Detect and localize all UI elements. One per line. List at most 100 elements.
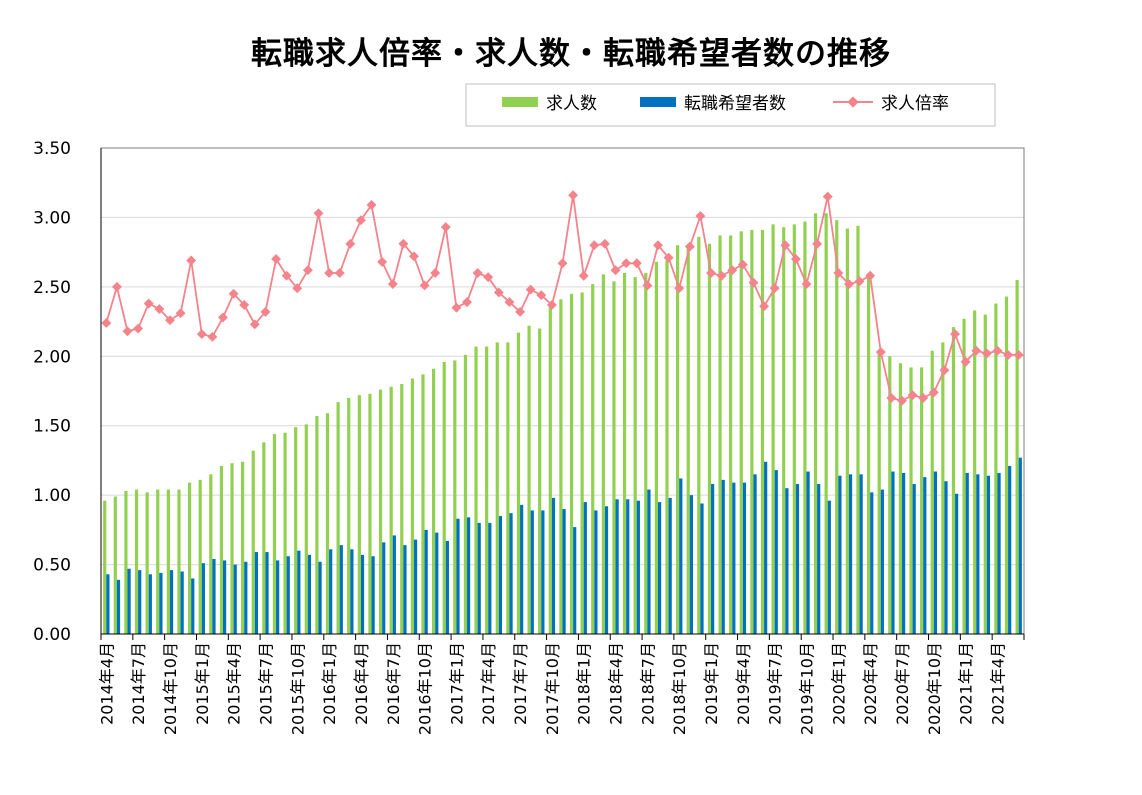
bar-seekers xyxy=(912,484,916,634)
ratio-point xyxy=(419,280,430,291)
bar-seekers xyxy=(870,492,874,634)
bar-seekers xyxy=(721,479,725,634)
bar-seekers xyxy=(700,503,704,634)
x-tick-label: 2018年10月 xyxy=(670,642,689,735)
ratio-point xyxy=(695,211,706,221)
ratio-point xyxy=(515,306,526,317)
bar-seekers xyxy=(785,488,789,634)
bar-jobs xyxy=(665,260,669,634)
legend-label-ratio: 求人倍率 xyxy=(881,94,949,114)
bar-jobs xyxy=(357,395,361,634)
ratio-point xyxy=(822,191,833,202)
bar-seekers xyxy=(753,474,757,634)
ratio-point xyxy=(854,276,865,287)
bar-seekers xyxy=(604,506,609,634)
bar-jobs xyxy=(824,213,828,634)
bar-seekers xyxy=(244,561,248,634)
x-tick-label: 2017年7月 xyxy=(511,642,530,725)
bar-jobs xyxy=(559,299,563,634)
bar-seekers xyxy=(944,481,948,634)
bar-seekers xyxy=(965,472,969,634)
bar-jobs xyxy=(347,397,351,634)
bar-jobs xyxy=(697,236,701,634)
bar-seekers xyxy=(933,471,938,634)
bar-jobs xyxy=(633,277,637,634)
x-tick-label: 2014年10月 xyxy=(161,642,180,735)
bar-seekers xyxy=(732,482,736,634)
bar-seekers xyxy=(583,502,587,634)
bar-jobs xyxy=(453,360,457,634)
ratio-point xyxy=(897,395,907,406)
bar-seekers xyxy=(413,539,418,634)
ratio-point xyxy=(430,268,441,278)
bar-jobs xyxy=(644,272,648,634)
y-tick-label: 3.00 xyxy=(33,208,71,228)
ratio-point xyxy=(493,287,504,298)
ratio-point xyxy=(557,258,568,269)
bar-jobs xyxy=(474,346,478,634)
bar-seekers xyxy=(106,574,110,634)
x-tick-label: 2020年10月 xyxy=(925,642,944,735)
bar-seekers xyxy=(223,560,227,634)
ratio-point xyxy=(780,240,791,251)
y-tick-label: 0.00 xyxy=(33,625,71,645)
ratio-point xyxy=(355,215,366,226)
bar-jobs xyxy=(994,303,998,634)
bar-jobs xyxy=(209,474,213,634)
ratio-line xyxy=(101,190,1024,406)
bar-seekers xyxy=(392,535,396,634)
legend-box xyxy=(465,83,996,127)
x-tick-label: 2015年7月 xyxy=(256,642,275,725)
ratio-point xyxy=(769,283,780,294)
ratio-point xyxy=(154,304,165,314)
bar-seekers xyxy=(307,554,312,634)
bar-seekers xyxy=(201,563,205,634)
bar-jobs xyxy=(739,231,743,635)
bar-seekers xyxy=(456,518,460,634)
bar-jobs xyxy=(304,424,308,634)
bar-jobs xyxy=(920,367,924,634)
ratio-point xyxy=(1003,349,1014,360)
bar-jobs xyxy=(686,245,690,634)
bar-jobs xyxy=(835,220,839,634)
ratio-point xyxy=(101,318,112,328)
bar-seekers xyxy=(212,559,216,634)
bar-seekers xyxy=(859,474,863,634)
ratio-point xyxy=(345,238,356,249)
ratio-point xyxy=(440,222,451,233)
bar-jobs xyxy=(389,386,393,634)
bar-jobs xyxy=(527,325,531,634)
ratio-point xyxy=(716,270,727,281)
ratio-point xyxy=(568,190,579,201)
bar-jobs xyxy=(187,482,192,634)
bar-jobs xyxy=(909,367,913,634)
bar-jobs xyxy=(580,292,584,634)
ratio-point xyxy=(981,348,992,359)
bar-seekers xyxy=(403,545,407,634)
bar-seekers xyxy=(180,571,184,634)
bar-seekers xyxy=(169,570,174,634)
bar-seekers xyxy=(711,484,715,634)
ratio-point xyxy=(759,301,770,312)
bar-jobs xyxy=(272,434,277,634)
ratio-point xyxy=(918,392,929,403)
x-tick-label: 2021年4月 xyxy=(989,642,1008,725)
ratio-point xyxy=(324,268,335,278)
ratio-point xyxy=(578,270,589,281)
x-tick-label: 2018年4月 xyxy=(607,642,626,725)
ratio-point xyxy=(833,268,844,278)
ratio-point xyxy=(133,323,144,334)
ratio-point xyxy=(451,302,462,313)
y-tick-label: 0.50 xyxy=(33,556,71,576)
bar-jobs xyxy=(782,227,786,635)
bar-seekers xyxy=(424,529,428,634)
ratio-point xyxy=(674,283,685,294)
bar-seekers xyxy=(254,552,259,634)
bar-seekers xyxy=(445,540,449,634)
x-tick-label: 2015年1月 xyxy=(193,642,212,725)
bar-seekers xyxy=(742,482,747,634)
bar-seekers xyxy=(976,474,980,634)
bar-jobs xyxy=(400,384,404,634)
ratio-point xyxy=(1013,349,1024,360)
bar-jobs xyxy=(442,361,446,634)
